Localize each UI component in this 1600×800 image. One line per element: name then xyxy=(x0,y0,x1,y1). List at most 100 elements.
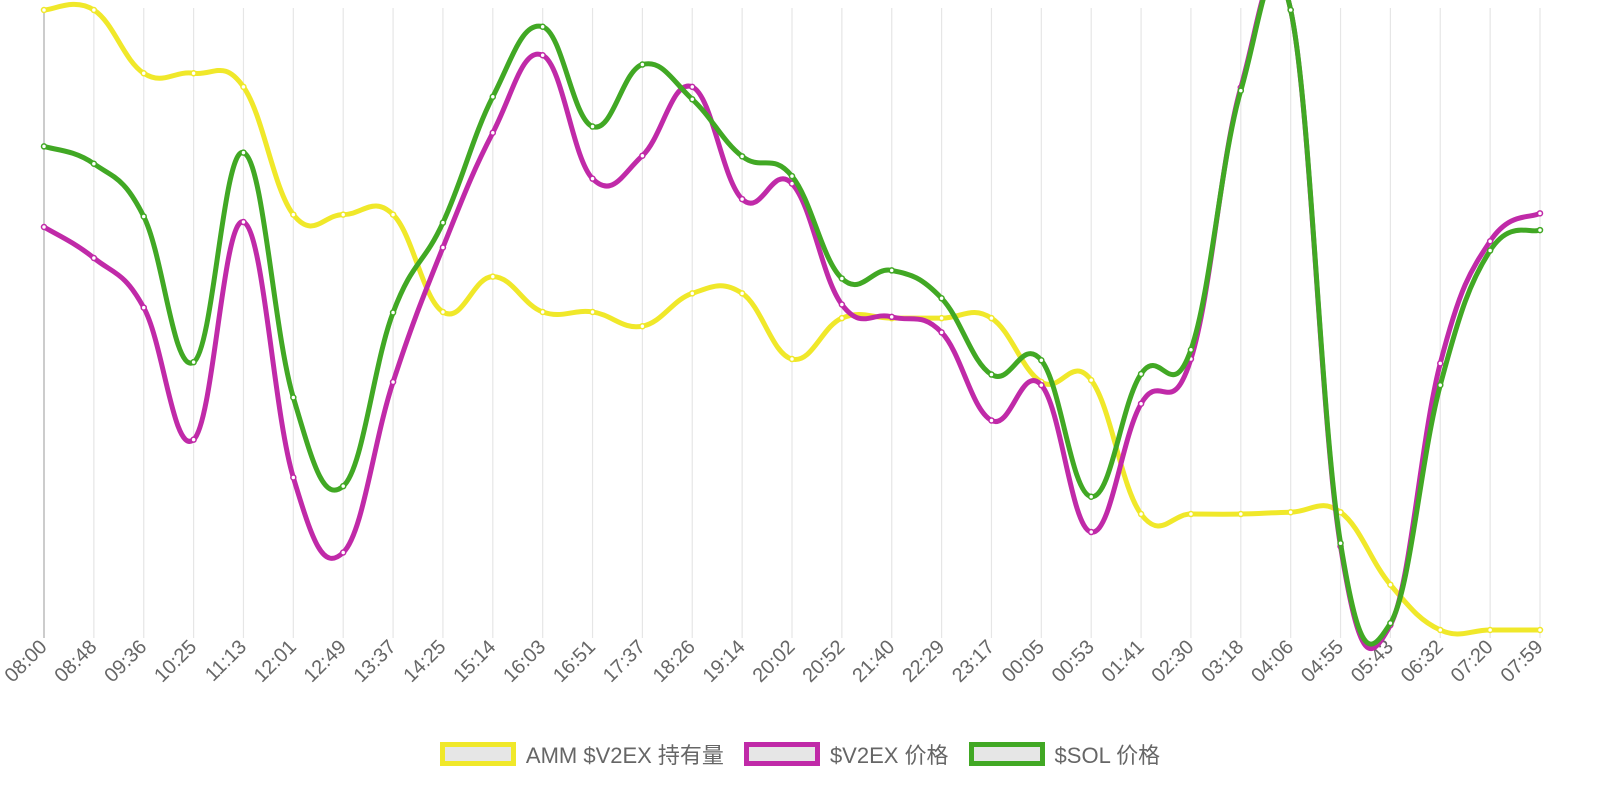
data-point[interactable] xyxy=(489,93,497,101)
data-point[interactable] xyxy=(339,549,347,556)
data-point[interactable] xyxy=(339,211,347,218)
data-point[interactable] xyxy=(439,219,447,226)
data-point[interactable] xyxy=(1137,400,1145,407)
data-point[interactable] xyxy=(140,213,147,220)
x-tick-label: 23:17 xyxy=(948,636,999,687)
data-point[interactable] xyxy=(539,308,546,316)
legend-item-v2ex-price[interactable]: $V2EX 价格 xyxy=(743,738,949,770)
data-point[interactable] xyxy=(788,355,796,363)
x-tick-label: 06:32 xyxy=(1397,636,1448,687)
data-point[interactable] xyxy=(838,275,846,282)
data-point[interactable] xyxy=(40,6,48,14)
x-tick-label: 11:13 xyxy=(201,636,251,686)
data-point[interactable] xyxy=(1237,87,1245,94)
data-point[interactable] xyxy=(589,175,596,182)
data-point[interactable] xyxy=(1536,226,1544,234)
data-point[interactable] xyxy=(1437,381,1444,389)
data-point[interactable] xyxy=(589,123,596,130)
data-point[interactable] xyxy=(439,244,447,251)
data-point[interactable] xyxy=(689,96,696,103)
data-point[interactable] xyxy=(1387,581,1394,588)
data-point[interactable] xyxy=(240,149,247,156)
data-point[interactable] xyxy=(1038,357,1045,364)
data-point[interactable] xyxy=(988,371,995,378)
data-point[interactable] xyxy=(90,254,98,262)
data-point[interactable] xyxy=(389,211,397,218)
x-tick-label: 12:49 xyxy=(300,636,351,687)
x-tick-label: 04:55 xyxy=(1297,636,1348,687)
data-point[interactable] xyxy=(838,314,846,322)
data-point[interactable] xyxy=(140,69,147,77)
x-tick-label: 01:41 xyxy=(1098,636,1149,687)
data-point[interactable] xyxy=(1137,510,1145,518)
data-point[interactable] xyxy=(1187,346,1195,354)
data-point[interactable] xyxy=(639,152,646,159)
x-tick-label: 21:40 xyxy=(848,636,899,687)
data-point[interactable] xyxy=(539,23,546,30)
data-point[interactable] xyxy=(1137,370,1145,378)
data-point[interactable] xyxy=(339,482,347,490)
data-point[interactable] xyxy=(389,309,397,316)
data-point[interactable] xyxy=(1187,510,1195,518)
data-point[interactable] xyxy=(439,308,447,316)
data-point[interactable] xyxy=(1387,619,1394,627)
data-point[interactable] xyxy=(40,143,48,150)
data-point[interactable] xyxy=(290,211,297,218)
data-point[interactable] xyxy=(689,83,696,91)
data-point[interactable] xyxy=(190,69,197,77)
data-point[interactable] xyxy=(838,301,846,308)
data-point[interactable] xyxy=(1486,626,1494,634)
data-point[interactable] xyxy=(489,273,497,280)
data-point[interactable] xyxy=(639,61,646,68)
data-point[interactable] xyxy=(1437,626,1444,634)
data-point[interactable] xyxy=(90,6,98,14)
data-point[interactable] xyxy=(1536,210,1544,217)
data-point[interactable] xyxy=(1087,493,1095,500)
data-point[interactable] xyxy=(639,322,646,330)
data-point[interactable] xyxy=(1287,508,1294,516)
data-point[interactable] xyxy=(190,436,197,443)
data-point[interactable] xyxy=(40,223,48,231)
data-point[interactable] xyxy=(1287,6,1294,14)
data-point[interactable] xyxy=(290,394,297,401)
data-point[interactable] xyxy=(589,308,596,316)
data-point[interactable] xyxy=(240,218,247,226)
data-point[interactable] xyxy=(689,290,696,297)
legend-item-sol-price[interactable]: $SOL 价格 xyxy=(968,738,1160,770)
data-point[interactable] xyxy=(938,314,945,322)
x-tick-label: 14:25 xyxy=(400,636,451,687)
data-point[interactable] xyxy=(738,290,746,297)
legend: AMM $V2EX 持有量 $V2EX 价格 $SOL 价格 xyxy=(0,734,1600,774)
data-point[interactable] xyxy=(938,295,945,302)
data-point[interactable] xyxy=(90,160,98,168)
data-point[interactable] xyxy=(938,329,945,336)
data-point[interactable] xyxy=(1237,510,1245,518)
data-point[interactable] xyxy=(1087,528,1095,536)
data-point[interactable] xyxy=(988,314,995,322)
data-point[interactable] xyxy=(1486,238,1494,245)
data-point[interactable] xyxy=(190,358,197,366)
data-point[interactable] xyxy=(1038,381,1045,389)
legend-item-amm-holdings[interactable]: AMM $V2EX 持有量 xyxy=(439,738,724,770)
data-point[interactable] xyxy=(738,153,746,160)
data-point[interactable] xyxy=(489,129,497,137)
x-tick-label: 02:30 xyxy=(1148,636,1199,687)
data-point[interactable] xyxy=(240,83,247,91)
legend-swatch-sol-price xyxy=(968,742,1045,766)
data-point[interactable] xyxy=(539,52,546,59)
data-point[interactable] xyxy=(738,195,746,203)
data-point[interactable] xyxy=(1087,376,1095,384)
data-point[interactable] xyxy=(140,304,147,311)
data-point[interactable] xyxy=(389,378,397,386)
data-point[interactable] xyxy=(1337,539,1344,547)
x-tick-label: 20:52 xyxy=(798,636,849,687)
data-point[interactable] xyxy=(1536,626,1544,634)
data-point[interactable] xyxy=(988,417,995,424)
data-point[interactable] xyxy=(888,267,895,274)
data-point[interactable] xyxy=(290,474,297,481)
data-point[interactable] xyxy=(888,313,895,321)
data-point[interactable] xyxy=(1437,360,1444,367)
data-point[interactable] xyxy=(1486,247,1494,254)
data-point[interactable] xyxy=(788,172,796,180)
